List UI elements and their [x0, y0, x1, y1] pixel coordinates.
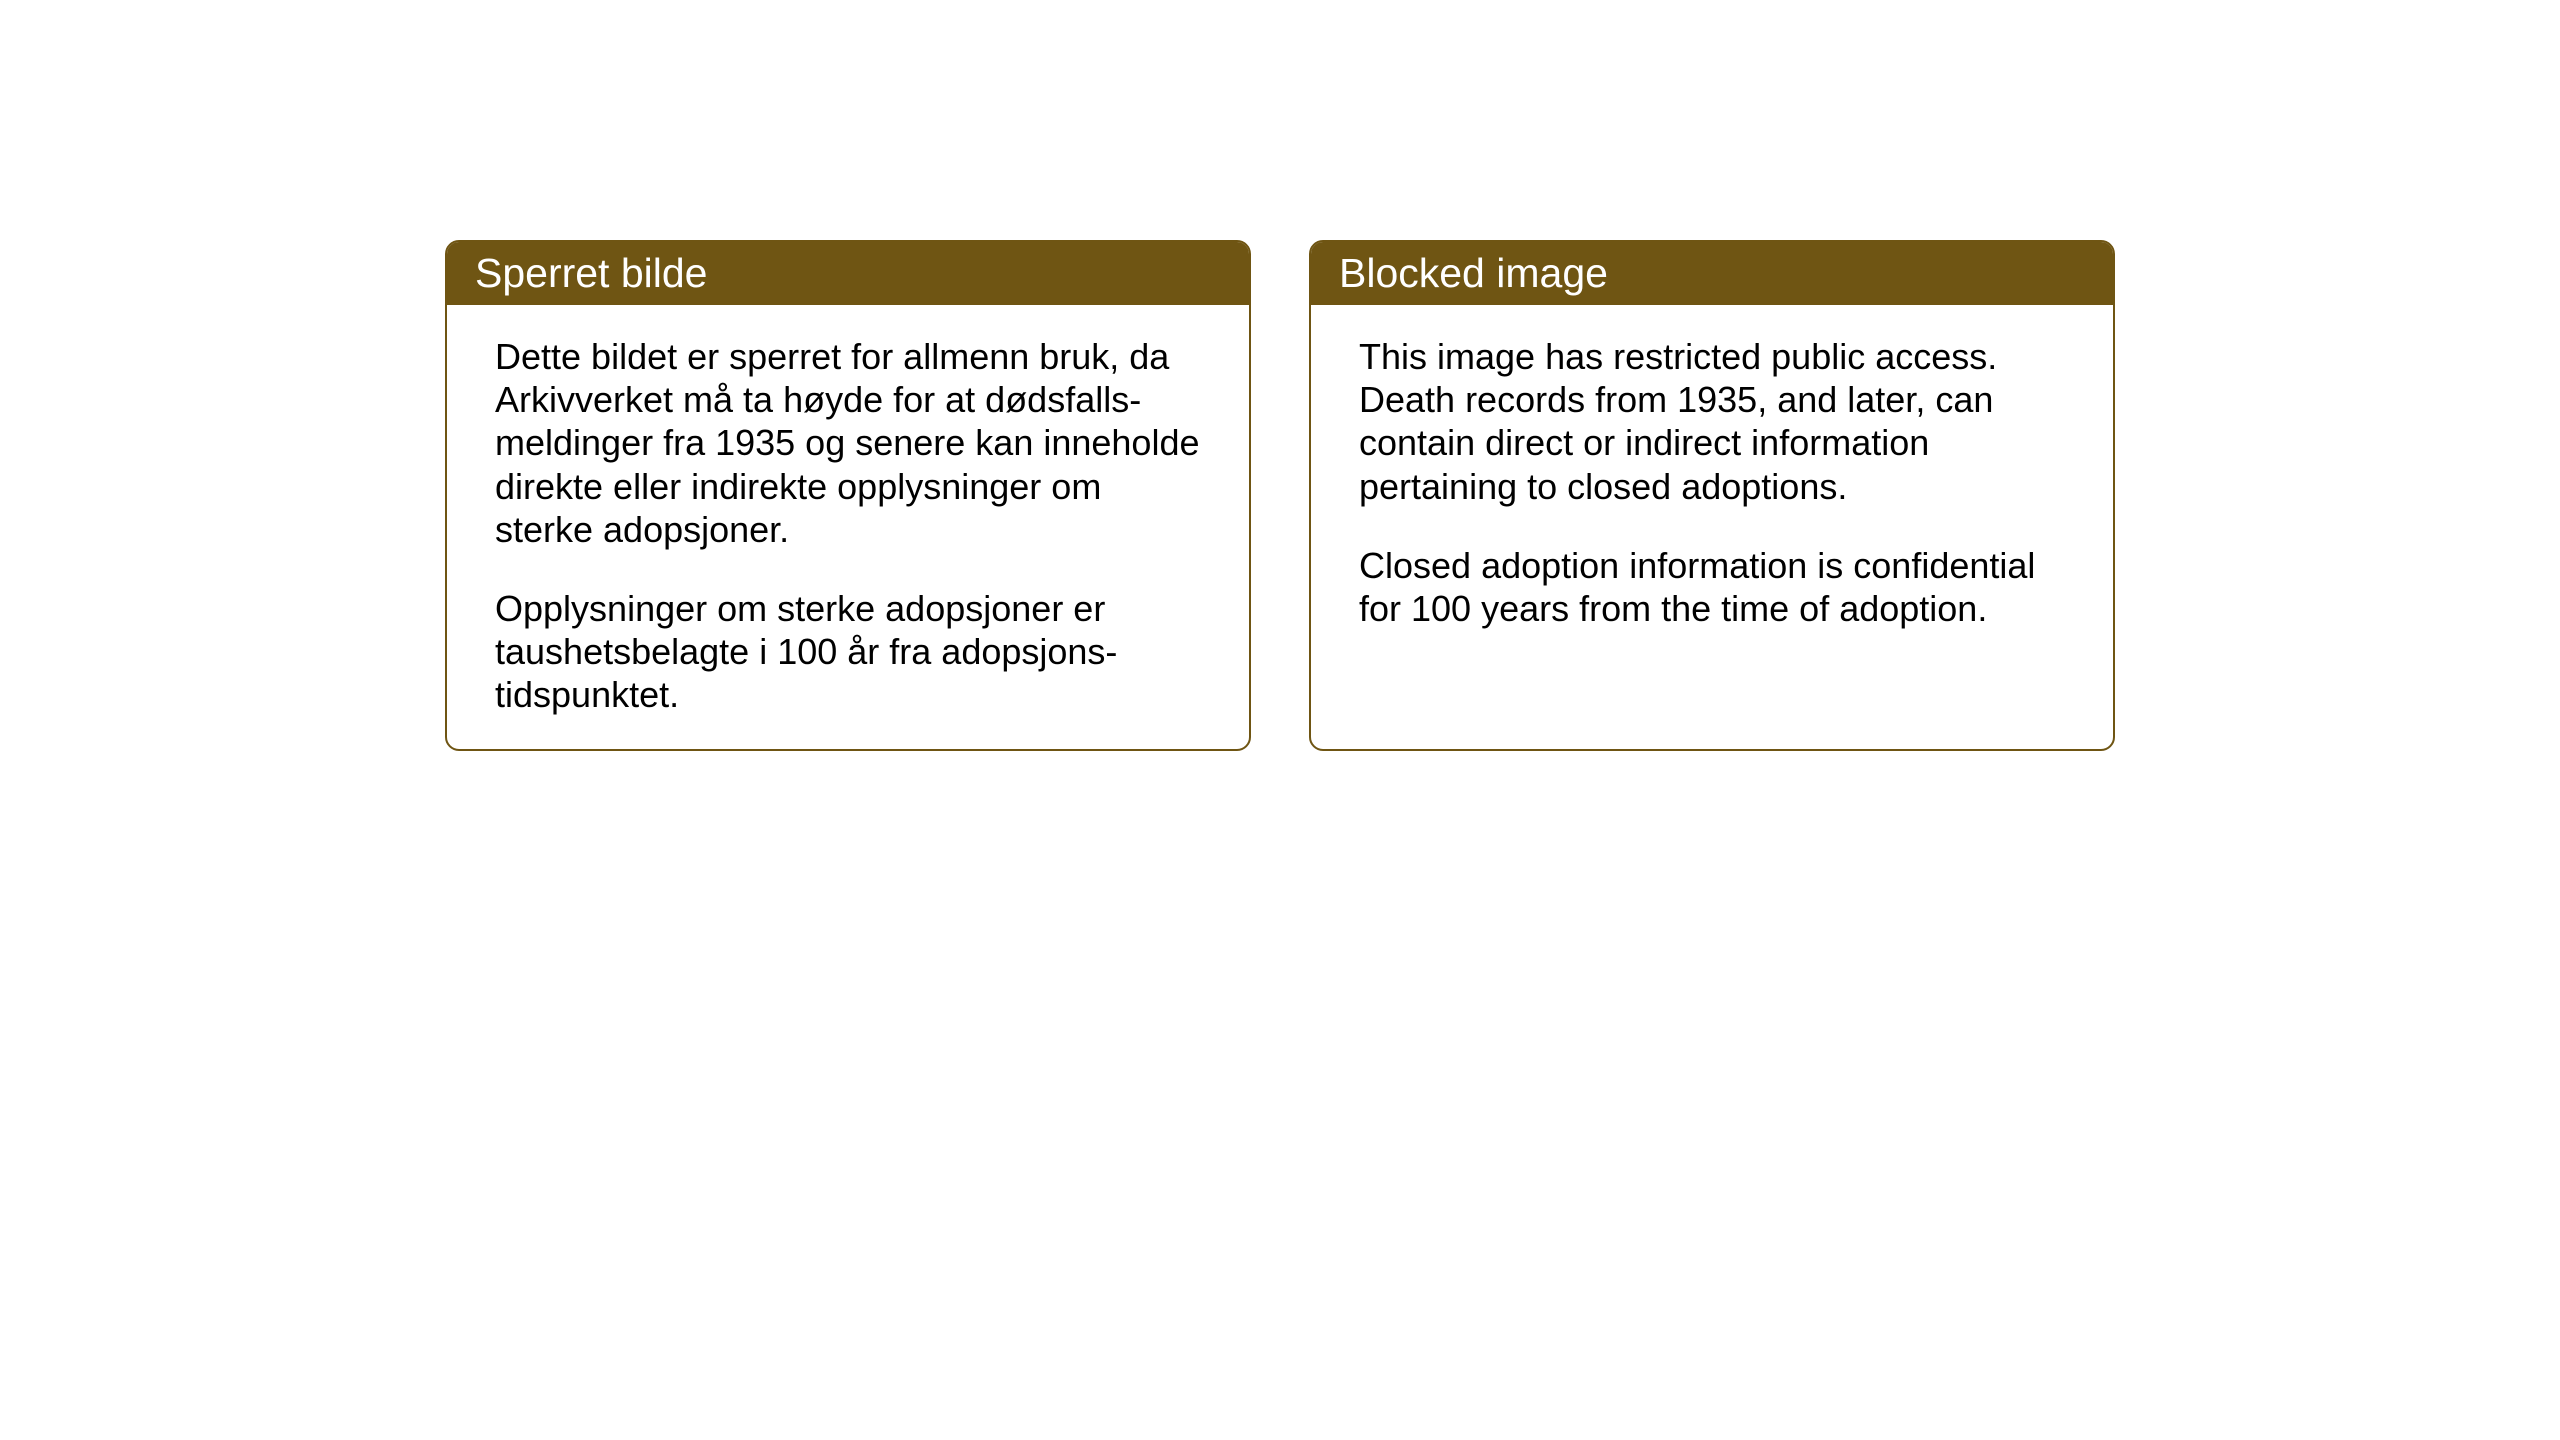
card-body-norwegian: Dette bildet er sperret for allmenn bruk… — [447, 305, 1249, 751]
paragraph-english-2: Closed adoption information is confident… — [1359, 544, 2065, 630]
notice-card-norwegian: Sperret bilde Dette bildet er sperret fo… — [445, 240, 1251, 751]
card-body-english: This image has restricted public access.… — [1311, 305, 2113, 670]
paragraph-english-1: This image has restricted public access.… — [1359, 335, 2065, 508]
paragraph-norwegian-1: Dette bildet er sperret for allmenn bruk… — [495, 335, 1201, 551]
card-header-english: Blocked image — [1311, 242, 2113, 305]
card-header-norwegian: Sperret bilde — [447, 242, 1249, 305]
paragraph-norwegian-2: Opplysninger om sterke adopsjoner er tau… — [495, 587, 1201, 717]
notice-card-english: Blocked image This image has restricted … — [1309, 240, 2115, 751]
notice-container: Sperret bilde Dette bildet er sperret fo… — [445, 240, 2115, 751]
